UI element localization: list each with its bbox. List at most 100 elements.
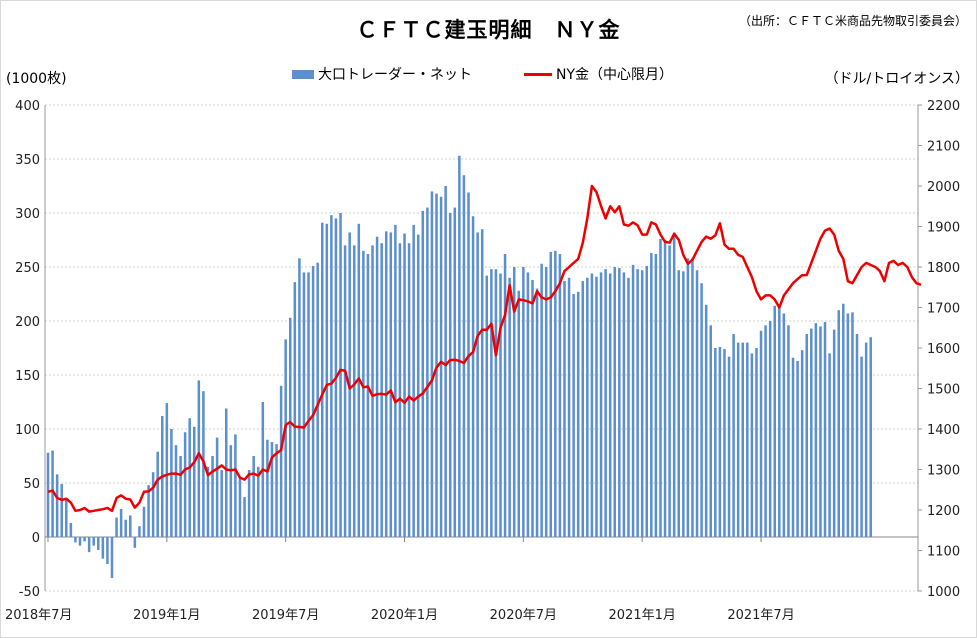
bar bbox=[595, 276, 598, 537]
bar bbox=[846, 313, 850, 537]
legend-item-bars: 大口トレーダー・ネット bbox=[292, 64, 472, 84]
bar bbox=[864, 342, 868, 537]
bar bbox=[723, 349, 726, 537]
bar bbox=[709, 325, 713, 537]
bar bbox=[407, 243, 411, 538]
bar bbox=[298, 258, 301, 537]
y-left-tick-label: 150 bbox=[15, 369, 40, 384]
bar bbox=[549, 251, 553, 537]
bar bbox=[732, 333, 735, 537]
bar bbox=[384, 231, 388, 538]
bar bbox=[343, 245, 347, 537]
bar bbox=[55, 474, 59, 537]
bar bbox=[686, 258, 690, 537]
y-right-tick-label: 2100 bbox=[927, 140, 960, 155]
legend-bar-swatch bbox=[292, 69, 314, 79]
bar bbox=[764, 325, 767, 537]
bar bbox=[129, 515, 132, 537]
gold-price-line bbox=[47, 184, 922, 513]
bar bbox=[142, 506, 146, 537]
bar bbox=[654, 254, 658, 538]
bar bbox=[147, 485, 150, 537]
bar bbox=[293, 282, 297, 537]
bar bbox=[448, 213, 452, 537]
bar bbox=[750, 353, 754, 537]
bar bbox=[467, 192, 470, 538]
x-tick-label: 2019年1月 bbox=[133, 608, 200, 623]
bar bbox=[51, 450, 54, 537]
bar bbox=[316, 262, 319, 537]
bar bbox=[855, 333, 859, 537]
bar bbox=[805, 333, 808, 537]
bar bbox=[759, 330, 763, 537]
bar bbox=[773, 305, 776, 537]
y-right-tick-label: 1500 bbox=[927, 383, 960, 398]
bar bbox=[622, 272, 626, 537]
bar bbox=[627, 277, 630, 537]
bar bbox=[325, 223, 329, 538]
bar bbox=[97, 537, 100, 550]
bar bbox=[768, 321, 772, 537]
bar bbox=[69, 522, 73, 537]
bar bbox=[672, 232, 676, 537]
chart-title: ＣＦＴＣ建玉明細 ＮＹ金 bbox=[356, 18, 621, 42]
bar bbox=[256, 466, 260, 537]
bar bbox=[78, 537, 82, 546]
y-left-tick-label: 0 bbox=[32, 531, 40, 546]
bar bbox=[252, 456, 255, 537]
bar bbox=[170, 429, 173, 537]
bar bbox=[832, 329, 836, 537]
bar bbox=[791, 357, 795, 537]
bar bbox=[366, 254, 370, 538]
x-tick-label: 2019年7月 bbox=[252, 608, 319, 623]
bar bbox=[330, 215, 333, 537]
y-left-tick-label: 400 bbox=[15, 99, 40, 114]
bar bbox=[74, 537, 77, 543]
bar bbox=[174, 445, 178, 537]
y-right-tick-label: 1400 bbox=[927, 423, 960, 438]
bar bbox=[567, 277, 571, 537]
bar bbox=[485, 275, 489, 537]
source-note: （出所：ＣＦＴＣ米商品先物取引委員会） bbox=[738, 14, 967, 28]
bar bbox=[544, 267, 548, 537]
bar bbox=[704, 304, 708, 537]
right-axis-unit: （ドル/トロイオンス） bbox=[824, 71, 969, 87]
bar bbox=[741, 342, 745, 537]
bar bbox=[138, 526, 141, 537]
legend-line-swatch bbox=[524, 72, 552, 76]
bar bbox=[284, 339, 287, 537]
bar bbox=[215, 437, 219, 537]
bar bbox=[444, 186, 447, 537]
bar bbox=[755, 348, 758, 537]
bar bbox=[782, 313, 786, 537]
bar bbox=[860, 356, 863, 537]
bar bbox=[435, 193, 438, 537]
x-tick-label: 2018年7月 bbox=[5, 608, 72, 623]
y-right-tick-label: 1100 bbox=[927, 545, 960, 560]
legend-line-label: NY金（中心限月） bbox=[556, 67, 674, 83]
bar bbox=[663, 240, 667, 537]
bar bbox=[302, 272, 306, 537]
bar bbox=[490, 269, 493, 537]
bar bbox=[412, 224, 415, 537]
bar bbox=[522, 267, 525, 537]
bar bbox=[288, 317, 292, 537]
bar bbox=[243, 497, 246, 537]
bar bbox=[339, 213, 342, 537]
bar bbox=[371, 245, 374, 537]
bar bbox=[814, 323, 818, 537]
y-left-tick-label: 200 bbox=[15, 315, 40, 330]
bar bbox=[668, 245, 671, 537]
bar bbox=[558, 254, 562, 538]
bar bbox=[224, 408, 228, 537]
legend-item-line: NY金（中心限月） bbox=[524, 64, 673, 84]
y-left-tick-label: 350 bbox=[15, 153, 40, 168]
bar bbox=[458, 155, 461, 537]
bar bbox=[183, 432, 187, 537]
bar bbox=[631, 264, 635, 537]
y-right-tick-label: 1300 bbox=[927, 464, 960, 479]
bar bbox=[238, 477, 242, 537]
bar bbox=[746, 342, 749, 537]
bar bbox=[677, 270, 681, 537]
bar bbox=[60, 484, 63, 537]
